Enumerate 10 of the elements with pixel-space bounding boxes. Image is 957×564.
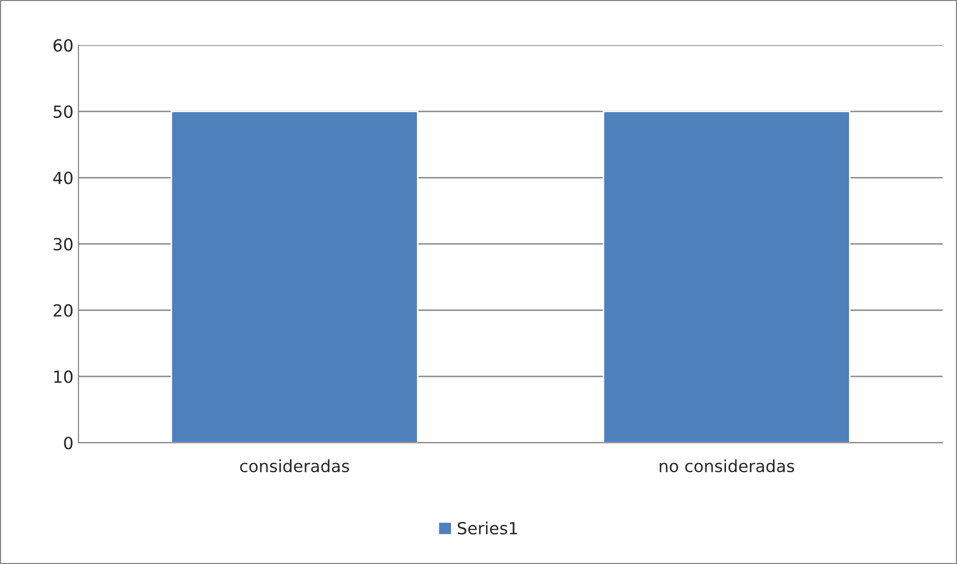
x-tick-label: consideradas bbox=[240, 459, 350, 472]
y-tick-label: 10 bbox=[54, 370, 73, 384]
x-tick-label: no consideradas bbox=[660, 459, 794, 472]
y-tick-label: 40 bbox=[53, 172, 73, 184]
y-tick-label: 30 bbox=[54, 238, 73, 250]
legend-label: Series1 bbox=[458, 522, 518, 534]
y-tick-label: 20 bbox=[54, 304, 73, 317]
y-tick-label: 50 bbox=[54, 105, 73, 118]
y-tick-label: 60 bbox=[54, 39, 73, 52]
y-tick-label: 0 bbox=[64, 436, 73, 450]
